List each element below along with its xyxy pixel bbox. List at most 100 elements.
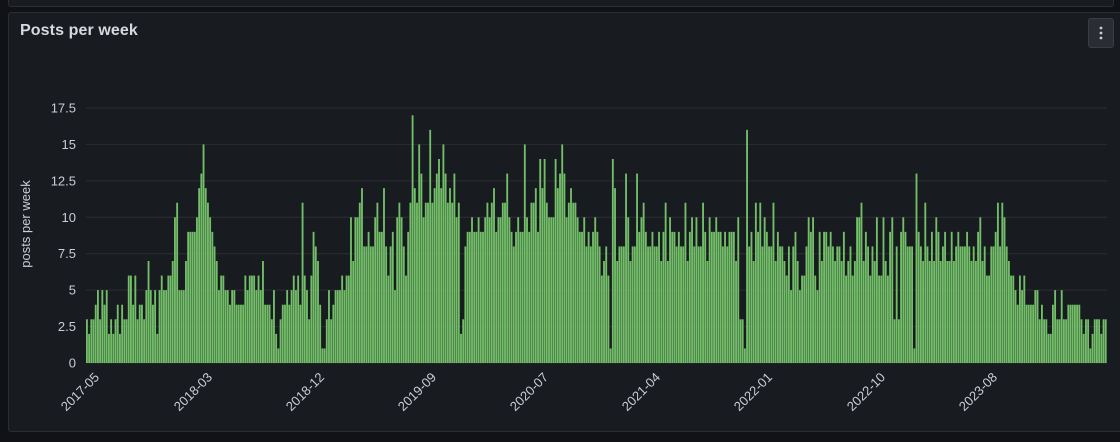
bar: [510, 231, 513, 363]
bar: [831, 246, 834, 363]
bar: [471, 217, 473, 363]
bar: [603, 261, 605, 363]
bar: [611, 159, 614, 363]
y-tick-label: 5: [69, 283, 76, 298]
bar: [127, 275, 130, 363]
bar: [1007, 261, 1010, 363]
bar: [174, 217, 176, 363]
bar: [919, 246, 922, 363]
bar: [726, 246, 729, 363]
bar: [479, 231, 482, 363]
bar: [812, 217, 814, 363]
bar: [165, 290, 168, 363]
bar: [490, 202, 493, 363]
bar: [902, 217, 905, 363]
bar: [565, 217, 568, 363]
bar: [961, 246, 964, 363]
bar: [343, 290, 346, 363]
bar: [556, 188, 559, 363]
bar: [1076, 304, 1079, 363]
bar: [974, 261, 977, 363]
bar: [330, 319, 333, 363]
y-tick-label: 17.5: [51, 101, 76, 116]
bar: [708, 217, 711, 363]
bar: [196, 217, 198, 363]
bar: [541, 188, 544, 363]
bar: [688, 231, 691, 363]
panel-menu-button[interactable]: [1088, 18, 1114, 48]
bar: [411, 115, 414, 363]
bar: [836, 246, 839, 363]
bar: [1010, 275, 1013, 363]
bar: [314, 246, 317, 363]
bar: [598, 246, 601, 363]
bar: [1073, 304, 1076, 363]
bar: [1034, 290, 1037, 363]
bar: [561, 144, 564, 363]
bar: [125, 319, 128, 363]
bar: [583, 217, 586, 363]
bar: [383, 188, 385, 363]
bar: [944, 231, 947, 363]
bar: [332, 304, 335, 363]
bar: [517, 217, 520, 363]
bar: [686, 261, 689, 363]
bar: [710, 231, 713, 363]
bar: [1062, 319, 1065, 363]
bar: [134, 275, 137, 363]
bar: [180, 290, 183, 363]
bar: [805, 246, 808, 363]
bar: [957, 231, 960, 363]
bar: [977, 231, 980, 363]
bar: [543, 159, 546, 363]
bar: [827, 246, 830, 363]
bar: [515, 231, 517, 363]
bar: [1038, 319, 1041, 363]
bar: [273, 290, 275, 363]
bar: [328, 290, 330, 363]
bar: [578, 231, 581, 363]
bar: [532, 202, 535, 363]
bar: [750, 231, 753, 363]
bar: [193, 231, 196, 363]
bar: [715, 217, 718, 363]
bar: [873, 261, 876, 363]
bar: [1005, 246, 1008, 363]
y-tick-label: 7.5: [58, 246, 76, 261]
bar: [464, 246, 467, 363]
bar: [1036, 290, 1039, 363]
bar: [418, 144, 421, 363]
bar: [350, 217, 352, 363]
bar: [372, 246, 374, 363]
bar: [391, 231, 394, 363]
bar: [840, 261, 843, 363]
bar: [308, 319, 311, 363]
bar: [649, 246, 652, 363]
bar: [713, 231, 715, 363]
bar: [908, 246, 911, 363]
bar: [858, 217, 861, 363]
bar: [185, 261, 187, 363]
bar: [396, 217, 399, 363]
bar: [200, 173, 203, 363]
y-tick-label: 0: [69, 356, 76, 371]
bar: [834, 261, 836, 363]
bar: [814, 275, 817, 363]
bar: [563, 173, 566, 363]
bar: [853, 261, 856, 363]
bar: [783, 261, 786, 363]
bar: [774, 261, 777, 363]
bar: [1023, 275, 1026, 363]
bar: [310, 275, 313, 363]
bar: [704, 231, 707, 363]
y-axis-ticks: 0 2.5 5 7.5 10 12.5 15 17.5: [51, 101, 76, 371]
bar: [917, 231, 920, 363]
bar: [1082, 333, 1085, 363]
bar: [768, 246, 770, 363]
bar: [292, 275, 295, 363]
bar: [889, 231, 892, 363]
bar: [629, 261, 632, 363]
bar: [937, 231, 940, 363]
bar: [935, 217, 938, 363]
bar: [664, 202, 667, 363]
